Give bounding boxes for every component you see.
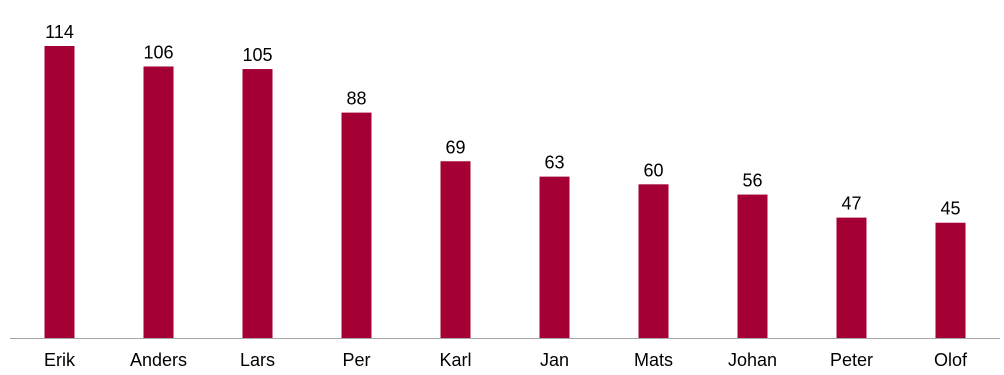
category-label-anders: Anders <box>130 350 187 370</box>
category-label-johan: Johan <box>728 350 777 370</box>
data-label-erik: 114 <box>45 22 74 42</box>
bars-layer <box>44 46 966 339</box>
data-label-peter: 47 <box>841 194 861 214</box>
category-label-karl: Karl <box>439 350 471 370</box>
bar-karl <box>440 161 471 338</box>
data-label-karl: 69 <box>445 137 465 157</box>
category-label-lars: Lars <box>240 350 275 370</box>
bar-peter <box>836 217 867 338</box>
bar-olof <box>935 222 966 338</box>
data-label-anders: 106 <box>143 42 173 62</box>
data-label-mats: 60 <box>643 160 663 180</box>
category-label-erik: Erik <box>44 350 76 370</box>
bar-erik <box>44 46 75 338</box>
bar-anders <box>143 66 174 339</box>
bar-johan <box>737 194 768 338</box>
data-label-per: 88 <box>346 89 366 109</box>
category-label-olof: Olof <box>934 350 968 370</box>
category-label-jan: Jan <box>540 350 569 370</box>
category-label-mats: Mats <box>634 350 673 370</box>
category-label-per: Per <box>342 350 370 370</box>
data-label-jan: 63 <box>544 153 564 173</box>
bar-per <box>341 112 372 338</box>
data-label-johan: 56 <box>742 171 762 191</box>
bar-mats <box>638 184 669 338</box>
data-label-lars: 105 <box>242 45 272 65</box>
category-labels-layer: Erik Anders Lars Per Karl Jan Mats Johan Peter Ol… <box>44 350 968 370</box>
bar-lars <box>242 69 273 339</box>
value-labels-layer: 114 106 105 88 69 63 60 56 47 45 <box>45 22 960 219</box>
data-label-olof: 45 <box>940 199 960 219</box>
category-label-peter: Peter <box>830 350 873 370</box>
bar-jan <box>539 176 570 338</box>
